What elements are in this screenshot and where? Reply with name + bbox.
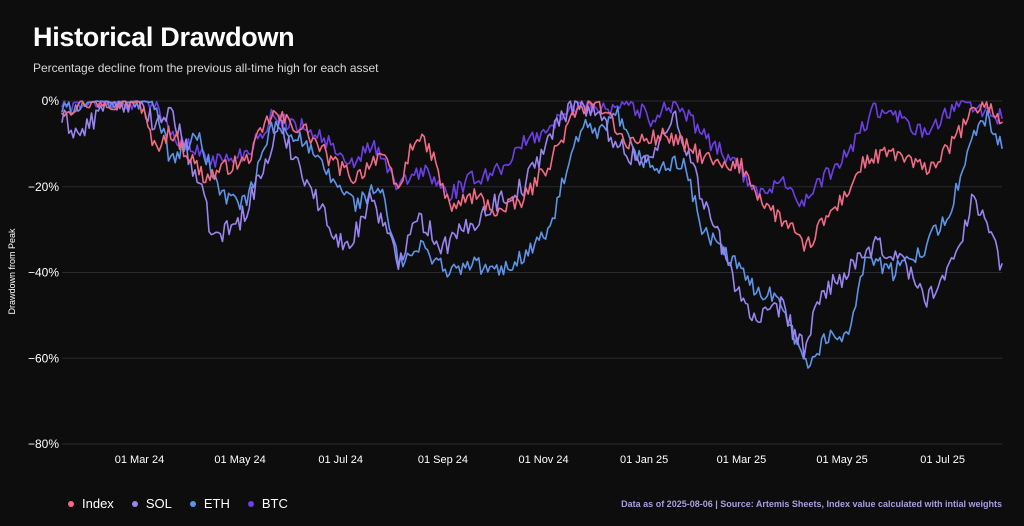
- x-tick-label: 01 Mar 24: [115, 454, 165, 466]
- x-tick-label: 01 Jul 24: [318, 454, 363, 466]
- legend-label: ETH: [203, 496, 230, 511]
- legend-label: Index: [82, 496, 114, 511]
- series-line-sol: [61, 100, 1003, 359]
- x-tick-label: 01 May 25: [816, 454, 867, 466]
- legend-dot-icon: [247, 500, 254, 507]
- y-tick-label: −80%: [28, 437, 59, 451]
- y-axis-label: Drawdown from Peak: [7, 228, 17, 315]
- legend-item-btc[interactable]: BTC: [247, 496, 288, 511]
- y-tick-label: −60%: [28, 351, 59, 365]
- x-tick-label: 01 Jan 25: [620, 454, 668, 466]
- x-tick-label: 01 Jul 25: [920, 454, 965, 466]
- x-tick-label: 01 May 24: [214, 454, 265, 466]
- legend-dot-icon: [68, 500, 74, 507]
- x-tick-label: 01 Nov 24: [518, 454, 568, 466]
- legend-dot-icon: [131, 500, 138, 507]
- legend-label: BTC: [261, 496, 288, 511]
- legend-item-index[interactable]: Index: [68, 496, 114, 511]
- source-note: Data as of 2025-08-06 | Source: Artemis …: [621, 499, 1002, 509]
- y-tick-label: −20%: [28, 180, 59, 194]
- chart-legend: Index SOL ETH BTC: [68, 496, 288, 511]
- series-line-btc: [61, 100, 1003, 208]
- x-tick-label: 01 Sep 24: [418, 454, 468, 466]
- y-tick-label: 0%: [42, 94, 60, 108]
- series-line-index: [61, 100, 1003, 252]
- series-line-eth: [61, 100, 1003, 369]
- legend-label: SOL: [145, 496, 172, 511]
- y-tick-label: −40%: [28, 266, 59, 280]
- legend-dot-icon: [189, 500, 196, 507]
- chart-title: Historical Drawdown: [33, 22, 295, 52]
- chart-subtitle: Percentage decline from the previous all…: [33, 61, 379, 75]
- legend-item-eth[interactable]: ETH: [189, 496, 230, 511]
- legend-item-sol[interactable]: SOL: [131, 496, 172, 511]
- x-tick-label: 01 Mar 25: [717, 454, 767, 466]
